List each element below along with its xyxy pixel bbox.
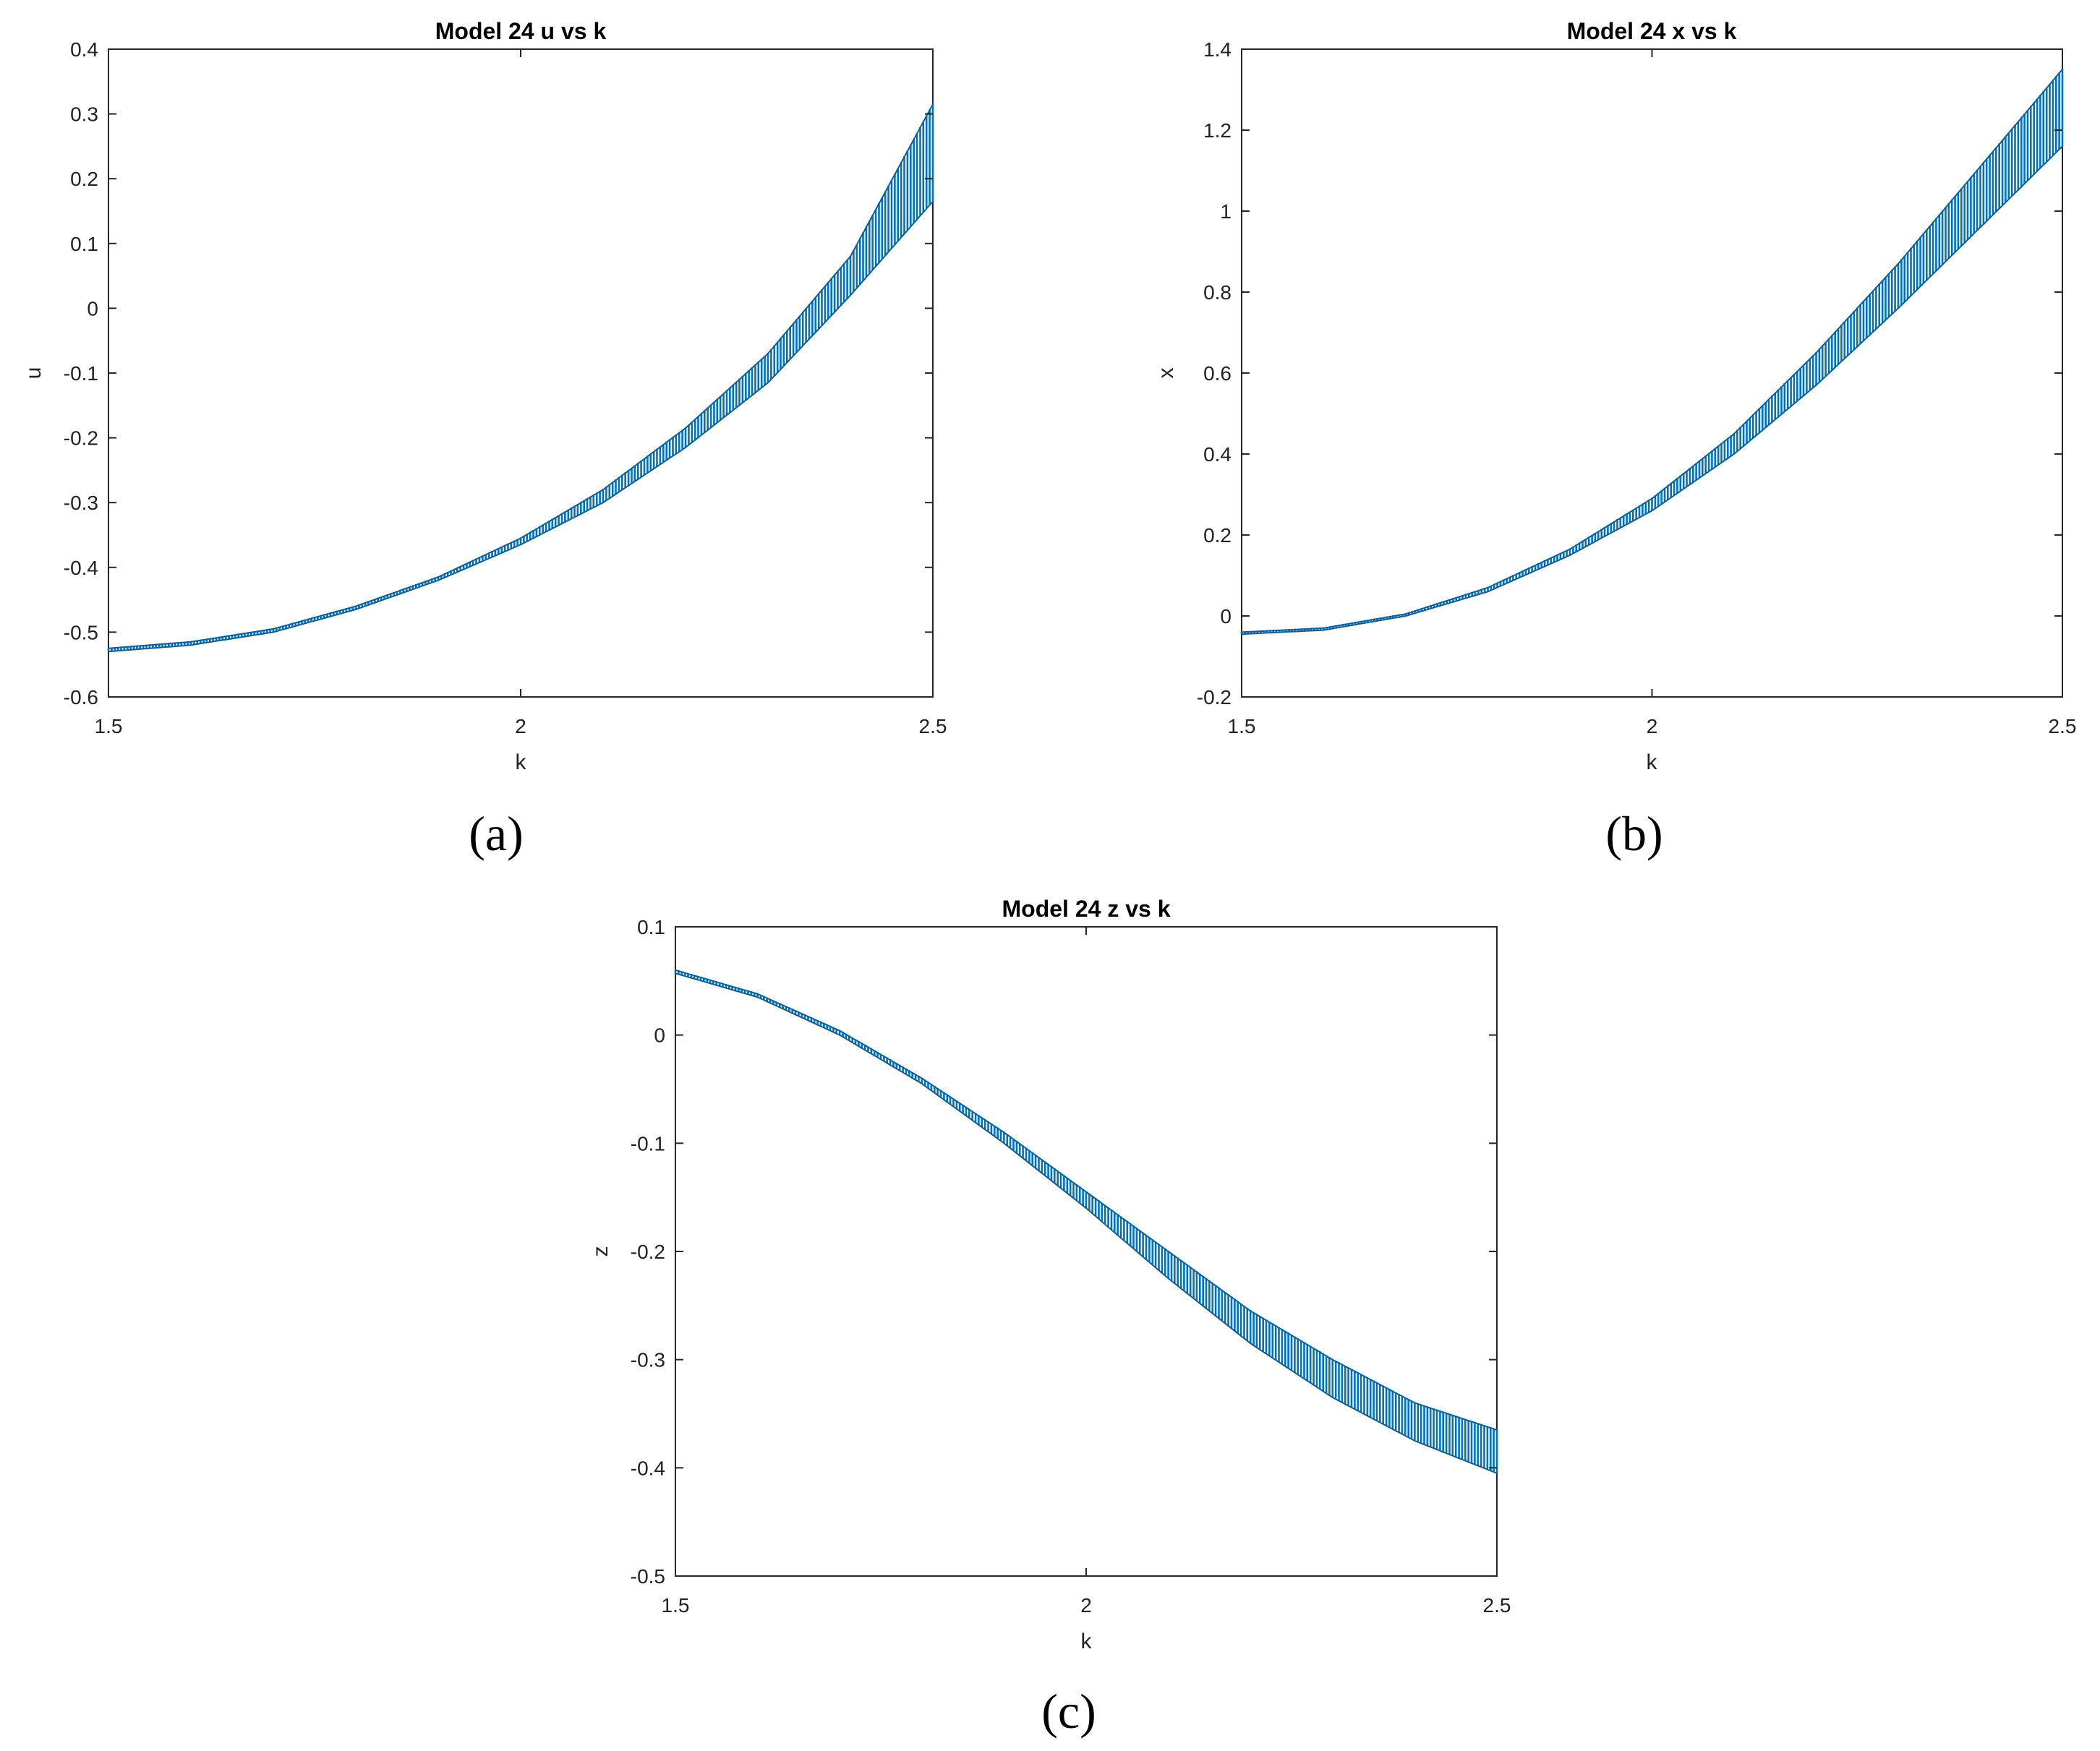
series-lower-edge bbox=[675, 972, 1498, 1474]
y-tick-label: 0.8 bbox=[1203, 281, 1232, 304]
y-tick-label: -0.3 bbox=[631, 1349, 665, 1371]
x-tick-label: 2 bbox=[1080, 1594, 1092, 1617]
y-tick-label: 0.1 bbox=[637, 916, 665, 938]
y-tick-label: 0 bbox=[1220, 605, 1232, 628]
y-tick-label: 0.4 bbox=[1203, 443, 1232, 466]
x-tick-label: 1.5 bbox=[1228, 715, 1256, 737]
panel-c-band bbox=[674, 969, 1498, 1474]
y-tick-label: -0.5 bbox=[631, 1565, 665, 1588]
panel-a-xlabel: k bbox=[516, 750, 527, 774]
y-tick-label: 1 bbox=[1220, 200, 1232, 223]
y-tick-label: 1.4 bbox=[1203, 38, 1232, 61]
panel-c-caption: (c) bbox=[1041, 1684, 1096, 1739]
y-tick-label: 0.1 bbox=[70, 233, 98, 255]
panel-c: Model 24 z vs k 1.5 2 2.5 -0.5 -0.4 -0.3 -0.2 -… bbox=[589, 896, 1511, 1739]
panel-b-caption: (b) bbox=[1605, 806, 1662, 861]
panel-b-title: Model 24 x vs k bbox=[1567, 18, 1737, 44]
x-tick-label: 2.5 bbox=[2049, 715, 2077, 737]
panel-c-xlabel: k bbox=[1081, 1630, 1093, 1653]
series-upper-edge bbox=[108, 103, 934, 649]
y-tick-label: -0.1 bbox=[631, 1132, 665, 1155]
y-tick-label: -0.2 bbox=[64, 427, 98, 450]
x-tick-label: 2.5 bbox=[919, 715, 947, 737]
series-lower-edge bbox=[108, 200, 934, 653]
panel-a-ticks: 1.5 2 2.5 -0.6 -0.5 -0.4 -0.3 -0.2 -0.1 0 0.1 0.2 0.… bbox=[64, 38, 947, 737]
panel-c-ylabel: z bbox=[589, 1246, 612, 1257]
y-tick-label: 0.2 bbox=[1203, 524, 1232, 547]
y-tick-label: -0.6 bbox=[64, 686, 98, 708]
y-tick-label: -0.4 bbox=[64, 557, 98, 579]
y-tick-label: -0.1 bbox=[64, 362, 98, 385]
panel-c-title: Model 24 z vs k bbox=[1002, 896, 1171, 922]
y-tick-label: 0 bbox=[87, 297, 98, 320]
x-tick-label: 1.5 bbox=[662, 1594, 690, 1617]
y-tick-label: -0.3 bbox=[64, 492, 98, 514]
panel-a-band bbox=[107, 103, 934, 653]
x-tick-label: 2 bbox=[1647, 715, 1658, 737]
panel-b-ticks: 1.5 2 2.5 -0.2 0 0.2 0.4 0.6 0.8 1 1.2 1.4 bbox=[1197, 38, 2077, 737]
y-tick-label: -0.2 bbox=[1197, 686, 1232, 708]
y-tick-label: -0.4 bbox=[631, 1457, 665, 1479]
panel-a-title: Model 24 u vs k bbox=[435, 18, 607, 44]
x-tick-label: 1.5 bbox=[95, 715, 123, 737]
panel-b-band bbox=[1240, 69, 2064, 635]
x-tick-label: 2 bbox=[515, 715, 526, 737]
series-upper-edge bbox=[675, 969, 1498, 1431]
y-tick-label: 0.4 bbox=[70, 38, 98, 61]
y-tick-label: 0 bbox=[654, 1024, 665, 1047]
y-tick-label: -0.2 bbox=[631, 1241, 665, 1263]
series-upper-edge bbox=[1241, 69, 2063, 633]
panel-a-ylabel: u bbox=[22, 367, 46, 380]
y-tick-label: 0.2 bbox=[70, 168, 98, 190]
y-tick-label: 0.3 bbox=[70, 103, 98, 126]
panel-c-ticks: 1.5 2 2.5 -0.5 -0.4 -0.3 -0.2 -0.1 0 0.1 bbox=[631, 916, 1511, 1617]
panel-b: Model 24 x vs k 1.5 2 2.5 -0.2 0 0.2 0.4 0.6 0.8… bbox=[1154, 18, 2076, 861]
panel-a: Model 24 u vs k 1.5 2 2.5 -0.6 -0.5 -0.4 -0.3 -… bbox=[22, 18, 947, 861]
y-tick-label: 1.2 bbox=[1203, 119, 1232, 142]
panel-b-xlabel: k bbox=[1647, 750, 1658, 774]
x-tick-label: 2.5 bbox=[1483, 1594, 1511, 1617]
series-lower-edge bbox=[1241, 145, 2063, 635]
panel-a-caption: (a) bbox=[469, 806, 523, 861]
y-tick-label: 0.6 bbox=[1203, 362, 1232, 385]
y-tick-label: -0.5 bbox=[64, 621, 98, 643]
panel-b-ylabel: x bbox=[1154, 368, 1178, 379]
